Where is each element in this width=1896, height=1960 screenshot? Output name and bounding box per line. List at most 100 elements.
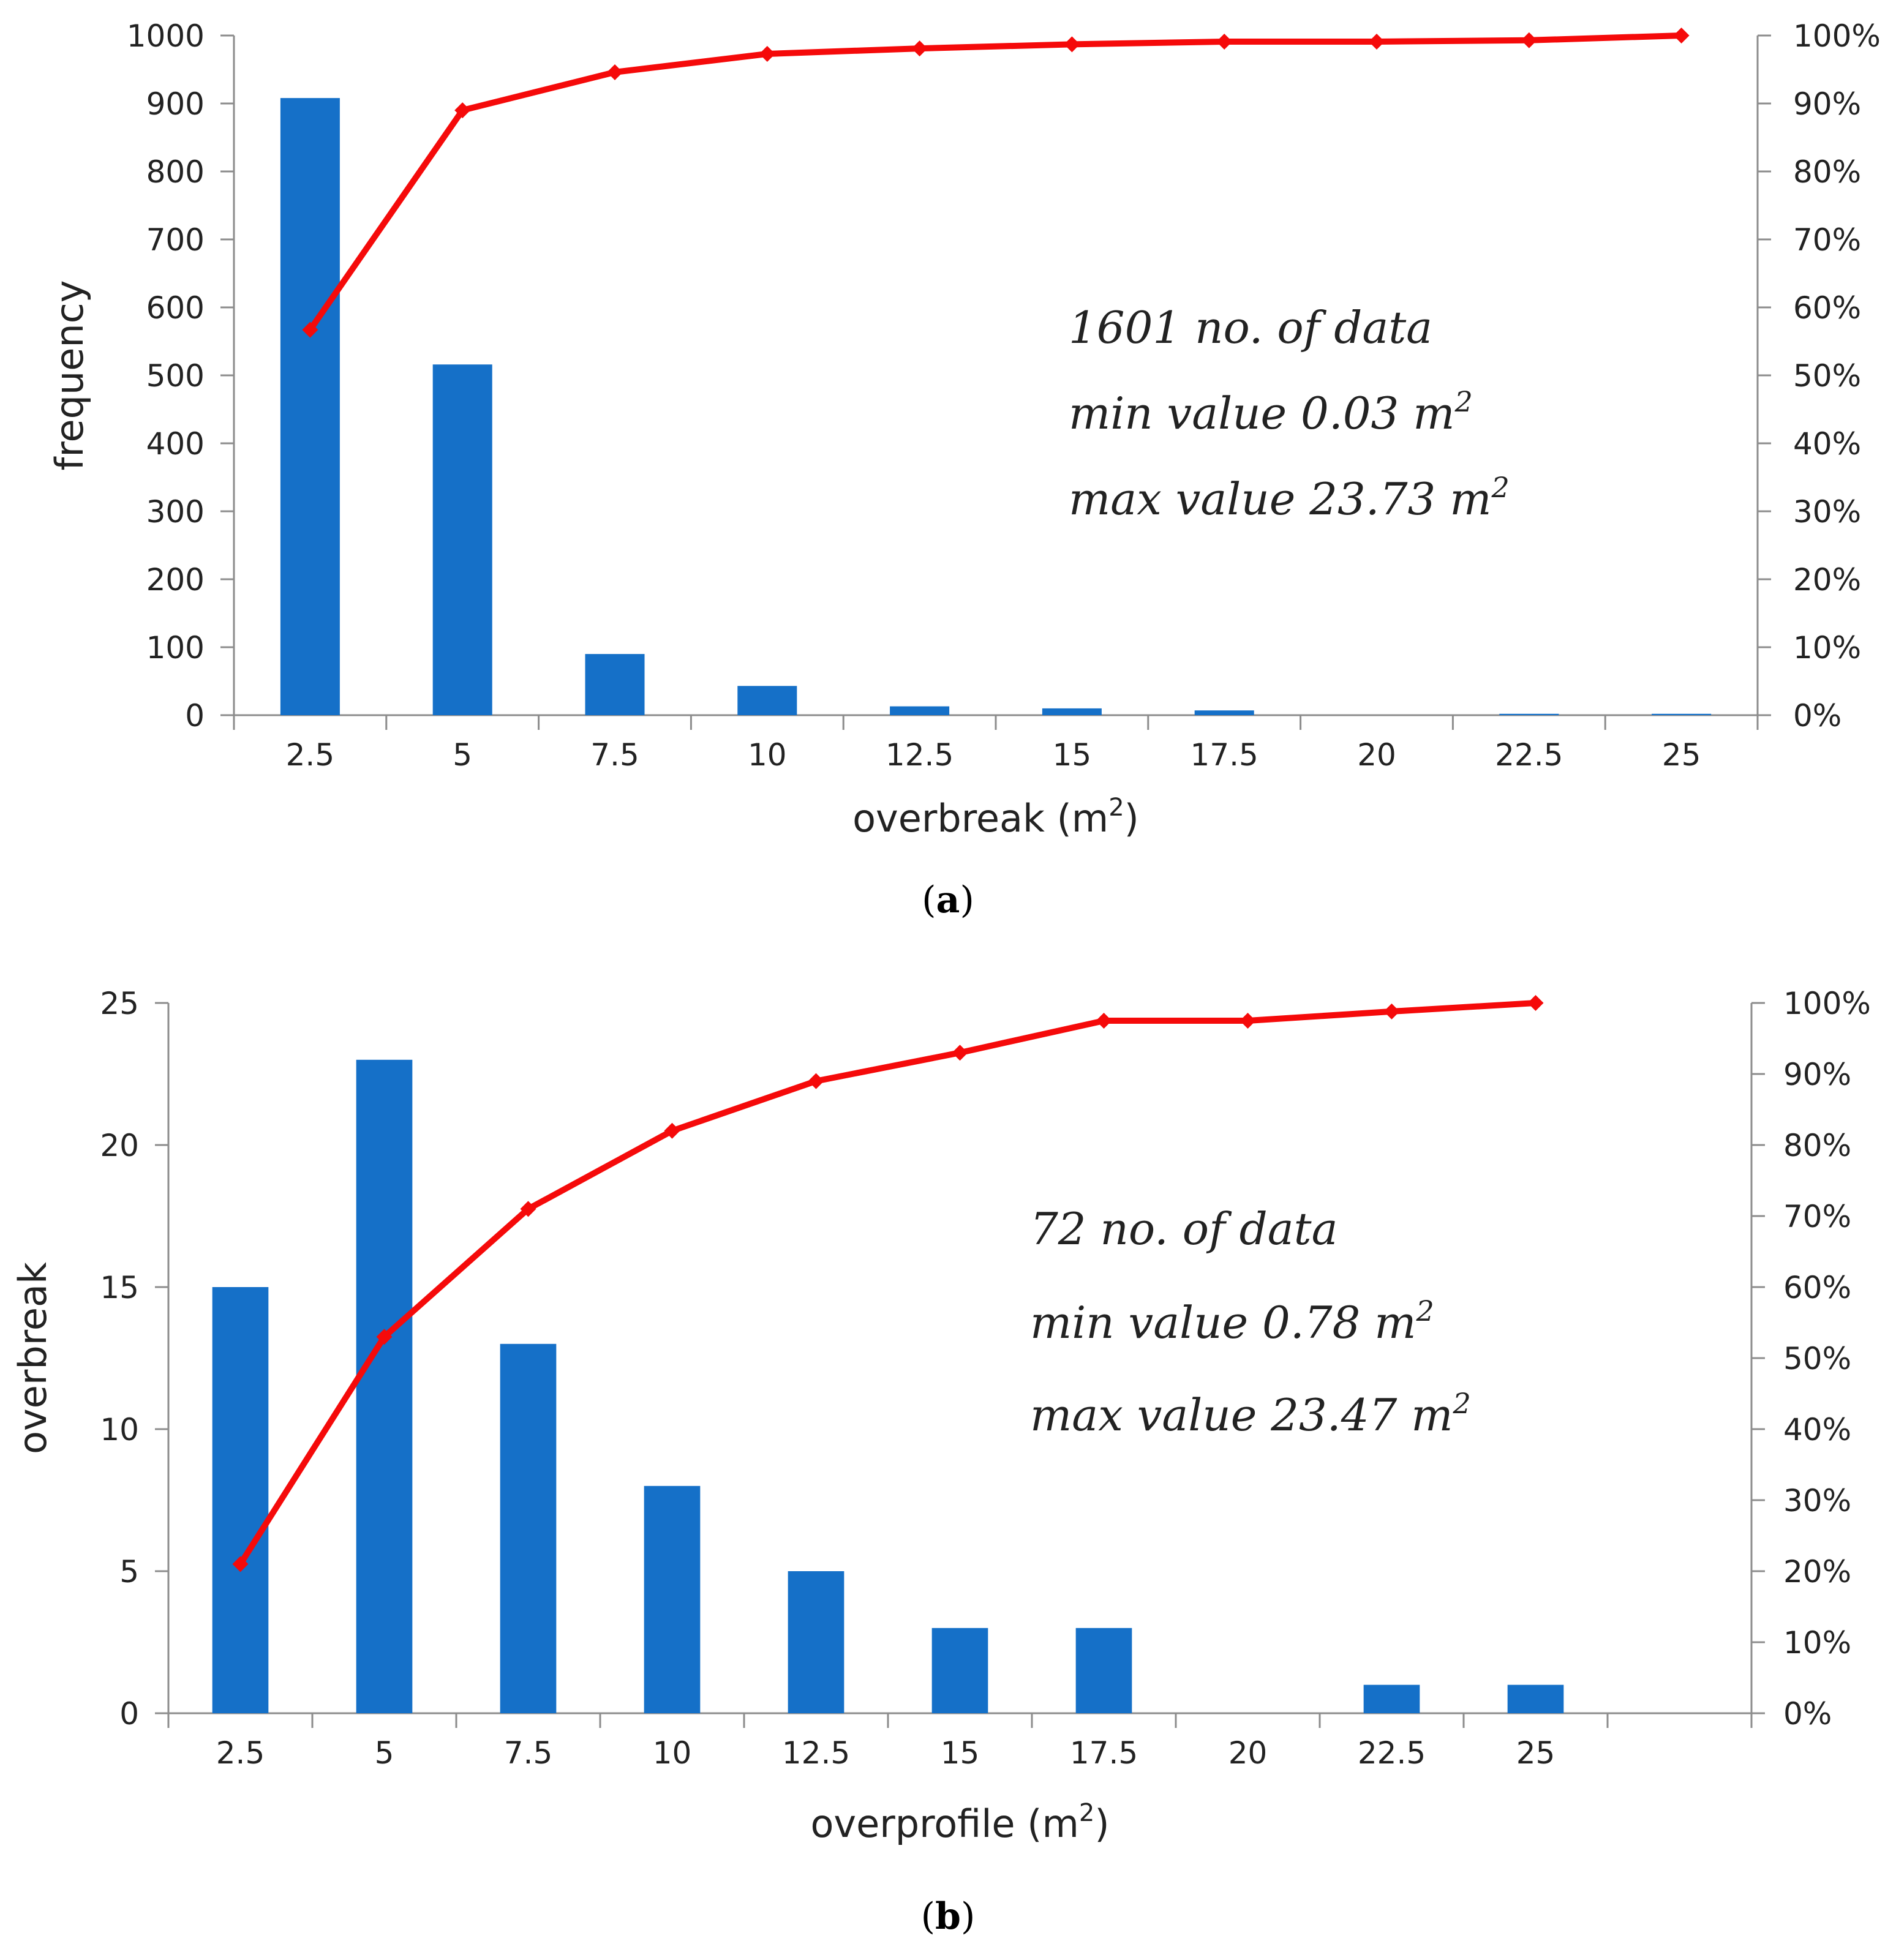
bar-2.5 — [280, 98, 340, 715]
bar-22.5 — [1499, 713, 1559, 715]
cumulative-point — [952, 1045, 968, 1061]
x-axis-title-sup: 2 — [1108, 794, 1124, 822]
y-tick-label: 0 — [185, 698, 205, 734]
cumulative-point — [302, 321, 318, 338]
y2-tick-label: 10% — [1793, 630, 1861, 666]
bar-12.5 — [890, 706, 950, 715]
y2-tick-label: 10% — [1783, 1625, 1851, 1661]
y2-tick-label: 30% — [1793, 494, 1861, 530]
x-tick-label: 22.5 — [1495, 737, 1563, 773]
annotation-text: max value 23.73 m — [1069, 473, 1491, 525]
cumulative-point — [1216, 33, 1233, 50]
x-axis-title-sup: 2 — [1079, 1799, 1094, 1827]
y-tick-label: 15 — [100, 1270, 139, 1305]
bar-7.5 — [585, 654, 645, 715]
x-axis-title-end: ) — [1094, 1801, 1109, 1846]
panel-caption: (a) — [922, 879, 974, 922]
y2-tick-label: 70% — [1783, 1199, 1851, 1234]
cumulative-point — [664, 1122, 680, 1139]
annotation-text: max value 23.47 m — [1030, 1389, 1453, 1441]
bar-25 — [1507, 1684, 1564, 1713]
annotation-text: 1601 no. of data — [1069, 302, 1432, 353]
annotation-text: min value 0.03 m — [1069, 388, 1455, 439]
bar-5 — [356, 1059, 413, 1713]
chart-panel-a: 0 100 200 300 400 500 600 700 800 900 1000 0% 10% 20%… — [47, 18, 1881, 922]
cumulative-point — [1521, 32, 1537, 48]
y2-tick-label: 90% — [1783, 1057, 1851, 1092]
panel-caption: (b) — [921, 1895, 976, 1938]
annotation-sup: 2 — [1454, 385, 1473, 418]
annotation-line: 1601 no. of data — [1069, 302, 1432, 353]
x-tick-label: 10 — [653, 1735, 692, 1771]
cumulative-point — [1673, 28, 1690, 43]
y2-tick-label: 40% — [1783, 1412, 1851, 1447]
bar-15 — [1042, 708, 1102, 715]
x-tick-label: 20 — [1228, 1735, 1268, 1771]
x-axis-title-text: overbreak (m — [852, 796, 1108, 841]
y2-tick-label: 90% — [1793, 86, 1861, 122]
y-tick-label: 500 — [146, 358, 205, 394]
y-tick-label: 100 — [146, 630, 205, 666]
x-axis-title-text: overprofile (m — [810, 1801, 1078, 1846]
cumulative-point — [1240, 1013, 1256, 1029]
caption-label: b — [935, 1895, 961, 1938]
y-tick-label: 20 — [100, 1128, 139, 1163]
y-axis-title: frequency — [47, 280, 92, 471]
y2-tick-label: 100% — [1793, 18, 1881, 54]
annotation-line: max value 23.73 m2 — [1069, 471, 1510, 525]
bar-2.5 — [212, 1287, 269, 1713]
y-tick-label: 800 — [146, 154, 205, 190]
cumulative-point — [1064, 36, 1080, 53]
x-tick-label: 12.5 — [782, 1735, 850, 1771]
cumulative-point — [808, 1073, 824, 1089]
y2-tick-label: 20% — [1783, 1554, 1851, 1590]
y-tick-label: 1000 — [127, 18, 205, 54]
bar-7.5 — [500, 1343, 557, 1713]
y2-tick-label: 0% — [1783, 1696, 1832, 1732]
y2-tick-label: 50% — [1793, 358, 1861, 394]
bar-10 — [737, 686, 797, 715]
cumulative-point — [232, 1556, 249, 1572]
x-tick-label: 2.5 — [216, 1735, 265, 1771]
y-tick-label: 5 — [119, 1554, 139, 1590]
y2-tick-label: 20% — [1793, 562, 1861, 598]
y-tick-label: 400 — [146, 426, 205, 462]
cumulative-point — [759, 45, 775, 62]
x-tick-label: 5 — [453, 737, 472, 773]
x-tick-label: 15 — [941, 1735, 980, 1771]
cumulative-point — [376, 1329, 393, 1345]
x-axis-title: overprofile (m2) — [810, 1799, 1109, 1846]
y2-tick-label: 40% — [1793, 426, 1861, 462]
x-tick-label: 15 — [1053, 737, 1092, 773]
bar-22.5 — [1363, 1684, 1420, 1713]
y2-tick-label: 100% — [1783, 986, 1871, 1021]
annotation-text: 72 no. of data — [1030, 1203, 1338, 1255]
x-tick-label: 2.5 — [286, 737, 335, 773]
y2-tick-label: 50% — [1783, 1341, 1851, 1376]
bar-15 — [931, 1628, 988, 1713]
x-tick-label: 12.5 — [886, 737, 954, 773]
y2-tick-label: 80% — [1783, 1128, 1851, 1163]
cumulative-point — [911, 40, 928, 57]
bar-17.5 — [1194, 710, 1254, 715]
y2-tick-label: 30% — [1783, 1483, 1851, 1519]
annotation-line: min value 0.78 m2 — [1030, 1294, 1434, 1348]
y-tick-label: 700 — [146, 222, 205, 258]
x-tick-label: 20 — [1357, 737, 1396, 773]
y-axis-title: overbreak — [10, 1262, 55, 1454]
bar-5 — [432, 364, 492, 715]
caption-label: a — [936, 879, 960, 922]
bar-10 — [644, 1485, 701, 1713]
y2-tick-label: 70% — [1793, 222, 1861, 258]
annotation-line: max value 23.47 m2 — [1030, 1387, 1471, 1441]
y-tick-label: 900 — [146, 86, 205, 122]
x-tick-label: 17.5 — [1070, 1735, 1138, 1771]
x-tick-label: 25 — [1662, 737, 1701, 773]
x-axis-title: overbreak (m2) — [852, 794, 1139, 841]
bar-17.5 — [1075, 1628, 1132, 1713]
y2-tick-label: 80% — [1793, 154, 1861, 190]
y-tick-label: 200 — [146, 562, 205, 598]
cumulative-point — [454, 102, 471, 119]
x-tick-label: 25 — [1516, 1735, 1556, 1771]
